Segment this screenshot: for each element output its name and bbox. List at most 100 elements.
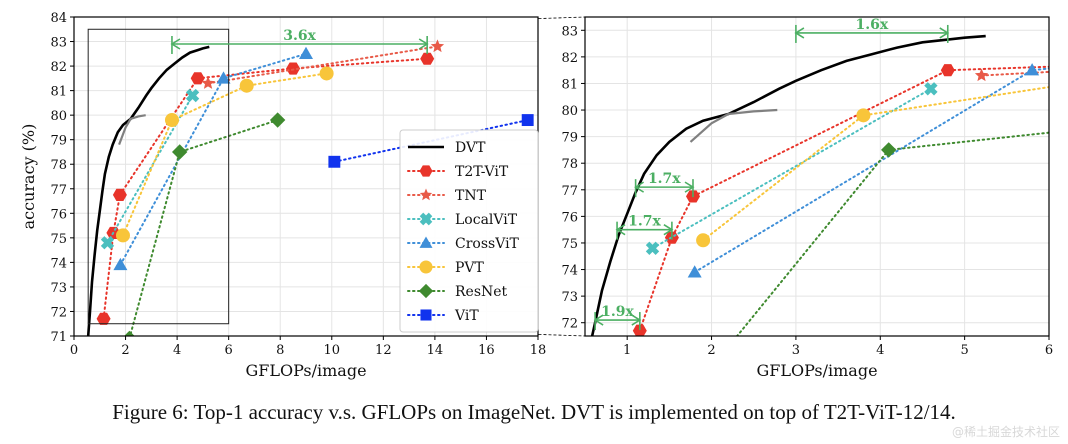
figure: 0 2 4 6 8 10 12 14 16 187172737475767778798081828… <box>19 11 1053 380</box>
y-tick-label: 82 <box>561 51 578 66</box>
legend-label: TNT <box>455 188 487 204</box>
y-tick-label: 74 <box>50 256 67 271</box>
y-tick-label: 81 <box>561 77 578 92</box>
legend-label: ResNet <box>455 284 508 300</box>
legend-item-pvt: PVT <box>407 260 485 276</box>
data-point-resnet <box>171 144 188 160</box>
data-point-pvt <box>115 228 130 243</box>
x-axis-label: GFLOPs/image <box>756 361 877 380</box>
legend-item-crossvit: CrossViT <box>407 236 520 252</box>
annotation-label: 1.7x <box>648 171 681 187</box>
data-point-tnt <box>974 68 989 82</box>
data-point-t2t-vit <box>940 64 955 77</box>
legend-marker <box>419 260 433 274</box>
legend-marker <box>420 309 432 321</box>
annotation-label: 1.6x <box>855 17 888 33</box>
legend-item-tnt: TNT <box>407 188 487 204</box>
series-line-pvt <box>702 86 1049 242</box>
x-tick-label: 5 <box>960 343 968 358</box>
data-point-resnet <box>269 112 286 128</box>
y-tick-label: 76 <box>561 210 578 225</box>
data-point-t2t-vit <box>96 312 111 325</box>
y-tick-label: 72 <box>561 317 578 332</box>
x-tick-label: 8 <box>276 343 284 358</box>
y-tick-label: 79 <box>50 134 67 149</box>
y-tick-label: 73 <box>561 290 578 305</box>
y-tick-label: 78 <box>50 158 67 173</box>
data-point-t2t-vit <box>286 62 301 75</box>
legend-marker <box>418 283 434 299</box>
series-line-crossvit <box>693 67 1049 274</box>
x-axis-label: GFLOPs/image <box>245 361 366 380</box>
series-line-crossvit <box>119 52 307 266</box>
data-point-pvt <box>856 108 871 123</box>
y-tick-label: 84 <box>50 11 67 26</box>
data-point-resnet <box>881 142 897 158</box>
speedup-annotation: 1.7x <box>615 214 674 240</box>
data-point-tnt <box>430 39 445 53</box>
series-line-vit <box>333 119 529 163</box>
x-tick-label: 2 <box>707 343 715 358</box>
legend-marker <box>419 188 433 201</box>
data-point-t2t-vit <box>190 72 205 85</box>
y-tick-label: 75 <box>50 232 67 247</box>
data-point-localvit <box>185 88 200 103</box>
x-tick-label: 2 <box>121 343 129 358</box>
data-point-pvt <box>164 113 179 128</box>
speedup-annotation: 3.6x <box>170 28 429 54</box>
legend-item-t2t-vit: T2T-ViT <box>407 164 509 180</box>
x-tick-label: 4 <box>876 343 884 358</box>
plot-area <box>585 17 1049 336</box>
figure-caption: Figure 6: Top-1 accuracy v.s. GFLOPs on … <box>112 400 956 424</box>
data-point-t2t-vit <box>632 324 647 336</box>
y-tick-label: 78 <box>561 157 578 172</box>
data-point-vit <box>328 155 341 168</box>
y-tick-label: 77 <box>50 183 67 198</box>
data-point-t2t-vit <box>420 52 435 65</box>
data-point-crossvit <box>1025 63 1040 76</box>
y-tick-label: 76 <box>50 207 67 222</box>
speedup-annotation: 1.9x <box>593 304 642 331</box>
x-tick-label: 18 <box>530 343 547 358</box>
watermark: @稀土掘金技术社区 <box>951 425 1060 439</box>
y-tick-label: 80 <box>561 104 578 119</box>
legend-item-resnet: ResNet <box>407 283 508 300</box>
legend-marker <box>419 165 433 177</box>
data-point-resnet <box>124 330 135 336</box>
data-point-tnt <box>201 76 215 89</box>
data-point-pvt <box>319 66 334 81</box>
legend-box <box>399 129 539 333</box>
y-tick-label: 73 <box>50 281 67 296</box>
y-tick-label: 72 <box>50 305 67 320</box>
series-line-t2t-vit <box>638 65 1049 332</box>
legend-marker <box>419 212 433 226</box>
legend-label: DVT <box>455 140 486 156</box>
data-point-localvit <box>924 82 938 96</box>
data-point-pvt <box>239 78 254 93</box>
data-point-localvit <box>645 241 660 255</box>
annotation-label: 1.9x <box>601 304 634 320</box>
x-tick-label: 3 <box>792 343 800 358</box>
legend-item-dvt: DVT <box>408 140 486 156</box>
legend-marker <box>419 236 433 248</box>
y-tick-label: 80 <box>50 109 67 124</box>
data-point-t2t-vit <box>112 188 127 201</box>
series-line-dvt-branch <box>118 114 146 145</box>
y-tick-label: 82 <box>50 60 67 75</box>
x-tick-label: 6 <box>1045 343 1053 358</box>
legend: DVT T2T-ViT TNT LocalViT CrossViT PVT ResNet Vi… <box>399 129 539 333</box>
x-tick-label: 4 <box>173 343 181 358</box>
y-tick-label: 81 <box>50 85 67 100</box>
legend-item-localvit: LocalViT <box>407 212 518 228</box>
y-tick-label: 77 <box>561 184 578 199</box>
zoom-box <box>87 28 230 325</box>
series-line-dvt-branch <box>689 108 778 143</box>
series-line-resnet <box>129 119 279 336</box>
data-point-crossvit <box>687 265 702 278</box>
data-point-vit <box>521 114 534 127</box>
annotation-label: 3.6x <box>283 28 316 44</box>
data-point-crossvit <box>216 71 231 84</box>
legend-label: LocalViT <box>455 212 518 228</box>
x-tick-label: 12 <box>375 343 392 358</box>
y-tick-label: 83 <box>50 36 67 51</box>
